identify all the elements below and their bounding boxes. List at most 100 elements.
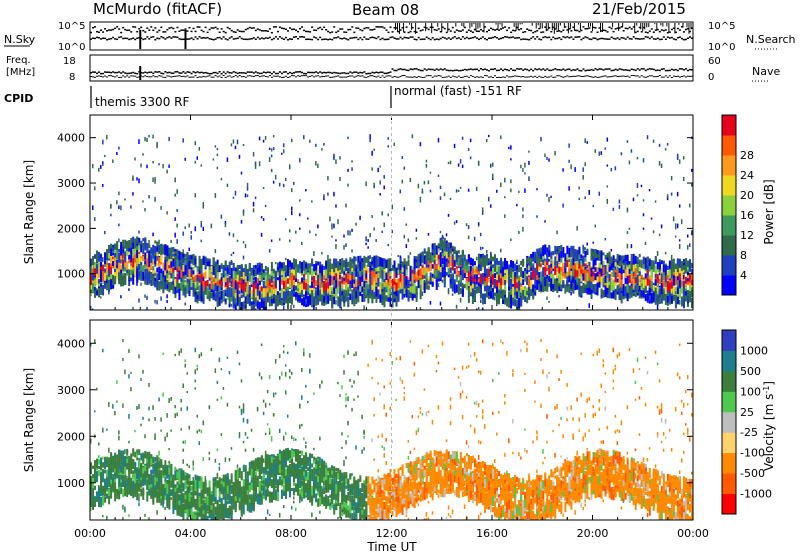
nsearch-point [276, 38, 279, 40]
echo-cell [500, 182, 502, 188]
echo-cell [417, 280, 420, 289]
echo-cell [282, 262, 285, 269]
echo-cell [228, 282, 231, 286]
nsky-point [182, 29, 185, 31]
nave-point [674, 76, 677, 78]
freq-point [136, 72, 139, 75]
nsearch-point [437, 38, 440, 41]
echo-cell [297, 264, 300, 273]
echo-cell [94, 186, 96, 191]
echo-cell [467, 147, 470, 152]
echo-cell [383, 222, 385, 228]
nsky-point [556, 30, 559, 33]
nsky-point [690, 27, 693, 29]
nave-point [96, 75, 99, 77]
nsearch-point [451, 37, 454, 39]
nave-point [494, 75, 497, 77]
echo-cell [367, 261, 370, 267]
echo-cell [323, 265, 326, 271]
echo-cell [403, 207, 406, 211]
nsky-point [361, 29, 364, 32]
freq-point [592, 69, 595, 72]
echo-cell [365, 283, 368, 295]
nsky-point [146, 27, 149, 29]
nave-point [204, 76, 207, 78]
echo-cell [393, 263, 396, 275]
echo-cell [270, 290, 273, 300]
echo-cell [435, 265, 438, 270]
nsky-point [367, 27, 370, 29]
echo-cell [303, 297, 306, 307]
nsky-point [156, 31, 159, 33]
echo-cell [327, 289, 329, 294]
echo-cell [455, 304, 458, 309]
echo-cell [475, 274, 478, 285]
echo-cell [138, 252, 140, 255]
echo-cell [311, 200, 313, 203]
nave-point [530, 75, 533, 77]
nsky-point [672, 27, 675, 29]
echo-cell [164, 281, 167, 290]
freq-point [630, 68, 633, 71]
echo-cell [202, 281, 205, 292]
echo-cell [419, 196, 422, 199]
nsky-point [272, 26, 275, 28]
freq-point [455, 69, 458, 71]
nsearch-point [110, 37, 113, 40]
echo-cell [311, 289, 314, 300]
echo-cell [387, 213, 389, 217]
echo-cell [200, 293, 203, 301]
echo-cell [339, 274, 341, 280]
echo-cell [405, 268, 408, 275]
echo-cell [210, 293, 213, 298]
nsky-point [299, 27, 302, 30]
nave-point [475, 76, 478, 78]
echo-cell [504, 284, 506, 290]
echo-cell [118, 262, 121, 266]
echo-cell [164, 244, 167, 256]
freq-point [393, 69, 396, 72]
echo-cell [168, 282, 171, 293]
echo-cell [146, 295, 148, 301]
echo-cell [264, 288, 267, 297]
nsky-point [592, 26, 595, 29]
nave-point [588, 75, 591, 77]
nsky-point [391, 31, 394, 33]
nsearch-point [407, 37, 410, 39]
nave-point [104, 75, 107, 77]
nave-point [305, 75, 308, 77]
freq-point [417, 68, 420, 71]
echo-cell [317, 163, 319, 169]
nave-point [365, 76, 368, 78]
nsky-point [524, 30, 527, 33]
echo-cell [313, 304, 315, 310]
echo-cell [196, 280, 199, 290]
echo-cell [475, 287, 478, 294]
echo-cell [439, 301, 442, 306]
nsearch-point [512, 36, 515, 38]
echo-cell [548, 264, 551, 271]
echo-cell [327, 295, 330, 304]
echo-cell [250, 275, 253, 285]
nsky-point [622, 30, 625, 32]
echo-cell [144, 252, 147, 260]
echo-cell [331, 268, 334, 276]
echo-cell [258, 301, 261, 310]
nsky-point [423, 26, 426, 29]
nsearch-point [333, 37, 336, 39]
echo-cell [345, 278, 348, 287]
echo-cell [176, 189, 178, 194]
echo-cell [502, 268, 505, 279]
nsky-point [455, 29, 458, 31]
nave-point [345, 76, 348, 78]
nsearch-point [307, 38, 310, 40]
echo-cell [200, 239, 203, 243]
nsky-point [114, 27, 117, 30]
freq-point [435, 68, 438, 70]
nsearch-point [361, 38, 364, 41]
echo-cell [258, 292, 261, 300]
nave-point [114, 76, 117, 78]
echo-cell [248, 297, 251, 303]
echo-cell [483, 265, 486, 276]
freq-point [200, 71, 203, 74]
